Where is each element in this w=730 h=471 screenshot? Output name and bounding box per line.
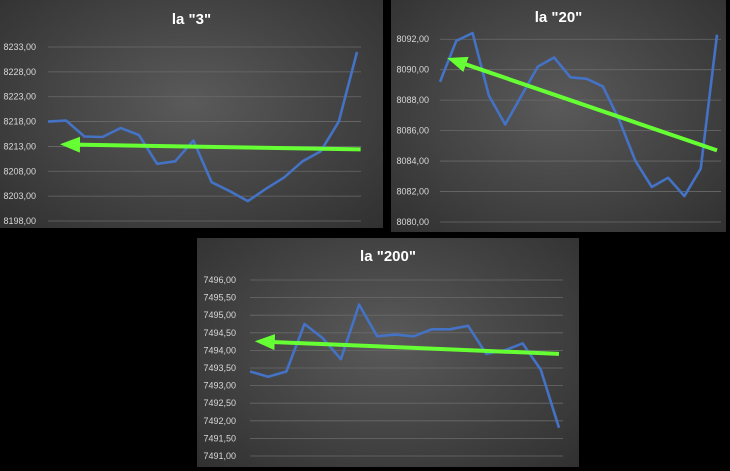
y-tick-label: 7495,50: [203, 293, 236, 303]
chart-title: la "3": [172, 11, 211, 28]
y-tick-label: 7496,00: [203, 275, 236, 285]
chart-title: la "20": [535, 9, 583, 26]
series-line: [249, 303, 561, 429]
y-tick-label: 8203,00: [3, 191, 36, 201]
y-tick-label: 8090,00: [396, 65, 429, 75]
trend-arrow: [59, 136, 361, 153]
y-tick-label: 7494,50: [203, 328, 236, 338]
y-tick-label: 8086,00: [396, 126, 429, 136]
y-tick-label: 8198,00: [3, 216, 36, 226]
y-tick-label: 7491,50: [203, 433, 236, 443]
chart-svg-la-3: la "3" 8198,00 8203,00 8208,00 8213,00 8218,0…: [3, 11, 361, 226]
y-tick-label: 8082,00: [396, 187, 429, 197]
chart-panel-la-3: la "3" 8198,00 8203,00 8208,00 8213,00 8218,0…: [0, 0, 383, 228]
y-tick-label: 8218,00: [3, 117, 36, 127]
y-tick-label: 8228,00: [3, 67, 36, 77]
y-tick-label: 7492,50: [203, 398, 236, 408]
y-tick-label: 8233,00: [3, 42, 36, 52]
y-tick-label: 7493,00: [203, 381, 236, 391]
series-line: [438, 31, 719, 198]
y-tick-label: 8088,00: [396, 95, 429, 105]
y-tick-label: 7492,00: [203, 416, 236, 426]
y-tick-label: 8223,00: [3, 92, 36, 102]
y-tick-label: 7493,50: [203, 363, 236, 373]
y-tick-label: 7495,00: [203, 310, 236, 320]
y-tick-label: 8080,00: [396, 217, 429, 227]
chart-panel-la-200: la "200" 7491,00 7491,50 7492,00 7492,50 7493…: [197, 238, 579, 467]
chart-svg-la-20: la "20" 8080,00 8082,00 8084,00 8086,00 8088,…: [396, 9, 721, 227]
y-tick-label: 8213,00: [3, 141, 36, 151]
chart-title: la "200": [360, 248, 416, 265]
trend-arrow: [447, 56, 718, 153]
series-line: [47, 51, 359, 203]
y-tick-label: 7491,00: [203, 451, 236, 461]
chart-panel-la-20: la "20" 8080,00 8082,00 8084,00 8086,00 8088,…: [391, 0, 726, 232]
y-tick-label: 8084,00: [396, 156, 429, 166]
y-tick-label: 7494,00: [203, 345, 236, 355]
y-tick-label: 8092,00: [396, 34, 429, 44]
trend-arrow: [254, 334, 560, 356]
y-tick-label: 8208,00: [3, 166, 36, 176]
chart-svg-la-200: la "200" 7491,00 7491,50 7492,00 7492,50 7493…: [203, 248, 563, 461]
